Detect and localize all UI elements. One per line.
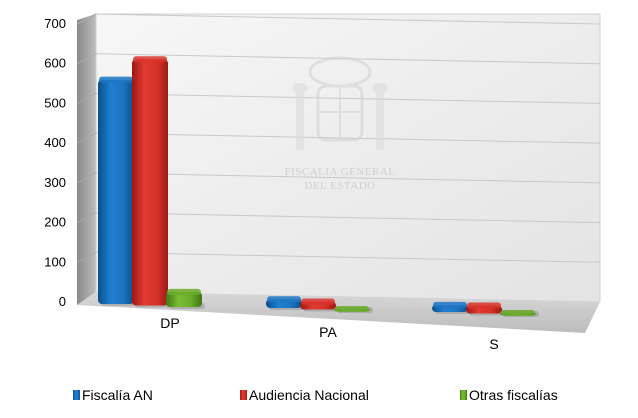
legend-item: Fiscalía AN xyxy=(73,387,153,403)
y-tick-label: 100 xyxy=(44,254,66,269)
bar-top xyxy=(167,288,201,295)
bar xyxy=(266,296,305,310)
gridline-side xyxy=(76,172,97,184)
gridline-side xyxy=(76,132,97,144)
y-tick-label: 300 xyxy=(44,175,66,190)
bar-top xyxy=(133,56,167,63)
gridline xyxy=(95,172,601,184)
bar xyxy=(500,310,539,317)
gridline xyxy=(95,132,601,144)
bar-top xyxy=(267,296,301,303)
bar-body xyxy=(132,59,168,306)
chart-side-wall xyxy=(77,14,96,305)
legend-label: Fiscalía AN xyxy=(82,387,153,403)
legend: Fiscalía AN Audiencia Nacional Otras fisca… xyxy=(73,387,558,403)
bar xyxy=(432,301,471,314)
legend-label: Otras fiscalías xyxy=(469,387,558,403)
x-axis-categories: DP PA S xyxy=(160,315,498,352)
y-tick-label: 400 xyxy=(44,135,66,150)
bar-top xyxy=(467,302,501,309)
gridline-side xyxy=(76,251,97,263)
legend-swatch xyxy=(73,390,80,400)
gridline xyxy=(95,251,601,263)
x-tick-label: S xyxy=(489,336,498,352)
watermark-line-2: DEL ESTADO xyxy=(304,180,375,192)
legend-item: Otras fiscalías xyxy=(460,387,558,403)
gridline xyxy=(95,13,601,25)
bar-top xyxy=(433,301,467,308)
bar-body xyxy=(98,79,134,304)
bar xyxy=(98,76,137,306)
chart-floor xyxy=(77,292,600,333)
bar xyxy=(466,302,505,316)
y-axis-ticks: 0 100 200 300 400 500 600 700 xyxy=(44,16,66,309)
bar xyxy=(300,298,339,312)
gridline-side xyxy=(76,212,97,224)
y-tick-label: 600 xyxy=(44,56,66,71)
y-tick-label: 0 xyxy=(59,294,66,309)
bar xyxy=(132,56,171,308)
bar xyxy=(334,306,373,313)
bar-top xyxy=(335,306,369,312)
legend-swatch xyxy=(240,390,247,400)
gridline xyxy=(95,92,601,104)
legend-label: Audiencia Nacional xyxy=(249,387,369,403)
y-tick-label: 200 xyxy=(44,215,66,230)
gridline xyxy=(95,212,601,224)
x-tick-label: DP xyxy=(160,315,179,331)
bar-top xyxy=(501,310,535,316)
coat-of-arms-icon xyxy=(292,56,388,150)
watermark-line-1: FISCALIA GENERAL xyxy=(285,166,396,178)
gridline-side xyxy=(76,13,97,25)
x-tick-label: PA xyxy=(319,324,337,340)
bars xyxy=(98,56,539,317)
gridline-side xyxy=(76,92,97,104)
legend-item: Audiencia Nacional xyxy=(240,387,369,403)
gridline-side xyxy=(76,53,97,65)
gridlines xyxy=(76,13,601,263)
bar xyxy=(166,288,205,309)
bar-top xyxy=(301,298,335,305)
legend-swatch xyxy=(460,390,467,400)
y-tick-label: 700 xyxy=(44,16,66,31)
y-tick-label: 500 xyxy=(44,95,66,110)
bar-body xyxy=(166,291,202,307)
bar-top xyxy=(99,76,133,83)
